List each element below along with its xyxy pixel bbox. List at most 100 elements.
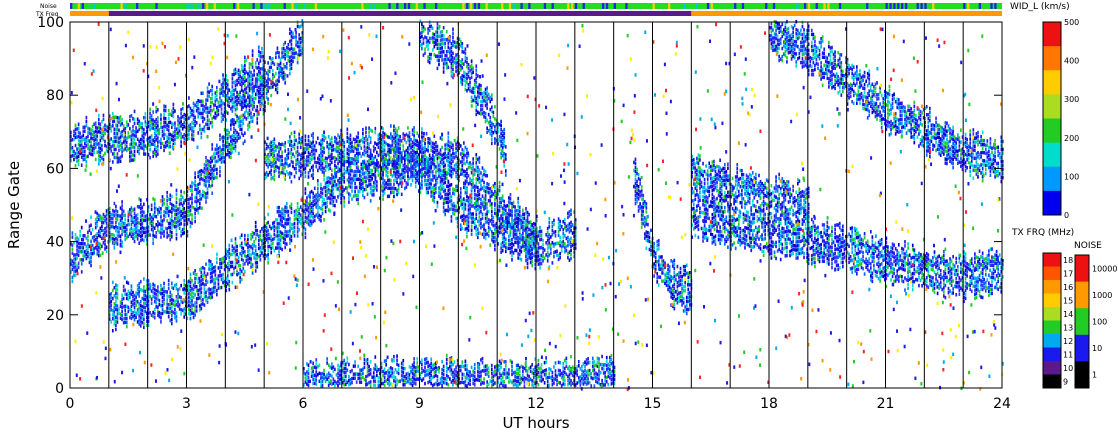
echo-pixel bbox=[391, 143, 394, 147]
echo-pixel bbox=[189, 272, 192, 277]
echo-pixel bbox=[385, 173, 388, 177]
echo-pixel bbox=[250, 78, 252, 83]
echo-pixel bbox=[192, 287, 195, 292]
echo-pixel bbox=[362, 172, 364, 176]
echo-pixel bbox=[248, 86, 251, 90]
echo-pixel bbox=[383, 160, 386, 165]
echo-pixel bbox=[202, 265, 204, 270]
echo-pixel bbox=[268, 170, 271, 175]
echo-pixel bbox=[243, 67, 246, 72]
echo-pixel bbox=[76, 264, 78, 268]
echo-pixel bbox=[562, 231, 565, 236]
echo-pixel bbox=[233, 100, 235, 105]
echo-pixel bbox=[172, 110, 175, 115]
echo-pixel bbox=[257, 242, 260, 247]
echo-pixel bbox=[116, 304, 119, 308]
echo-pixel bbox=[324, 181, 327, 186]
echo-pixel bbox=[368, 134, 370, 138]
echo-pixel bbox=[166, 198, 169, 203]
echo-pixel bbox=[275, 79, 277, 84]
echo-pixel bbox=[135, 134, 137, 138]
echo-pixel bbox=[259, 51, 262, 55]
echo-pixel bbox=[130, 234, 133, 239]
echo-pixel bbox=[206, 94, 209, 98]
echo-pixel bbox=[163, 309, 165, 314]
echo-pixel bbox=[146, 218, 148, 222]
echo-pixel bbox=[557, 217, 560, 221]
echo-pixel bbox=[352, 174, 355, 178]
echo-pixel bbox=[340, 180, 342, 185]
echo-pixel bbox=[570, 224, 572, 229]
echo-pixel bbox=[363, 171, 366, 176]
echo-pixel bbox=[202, 189, 204, 194]
echo-pixel bbox=[568, 214, 571, 218]
echo-pixel bbox=[146, 138, 148, 142]
echo-pixel bbox=[400, 155, 403, 159]
echo-pixel bbox=[540, 261, 543, 266]
echo-pixel bbox=[568, 210, 571, 214]
echo-pixel bbox=[433, 166, 436, 171]
echo-pixel bbox=[254, 224, 257, 229]
echo-pixel bbox=[290, 151, 293, 156]
echo-pixel bbox=[570, 240, 572, 245]
echo-pixel bbox=[174, 311, 176, 316]
echo-pixel bbox=[118, 144, 120, 149]
echo-pixel bbox=[349, 161, 352, 166]
echo-pixel bbox=[264, 152, 266, 156]
echo-pixel bbox=[362, 168, 364, 172]
echo-pixel bbox=[436, 164, 439, 169]
echo-pixel bbox=[209, 104, 212, 109]
echo-pixel bbox=[290, 139, 293, 144]
echo-pixel bbox=[188, 124, 190, 128]
echo-pixel bbox=[74, 261, 77, 265]
echo-pixel bbox=[462, 205, 465, 209]
echo-pixel bbox=[483, 227, 485, 231]
echo-pixel bbox=[334, 203, 336, 208]
echo-pixel bbox=[257, 61, 260, 66]
echo-pixel bbox=[239, 243, 242, 248]
echo-pixel bbox=[355, 169, 358, 174]
echo-pixel bbox=[82, 157, 85, 162]
echo-pixel bbox=[223, 90, 226, 94]
echo-pixel bbox=[85, 160, 88, 164]
echo-pixel bbox=[403, 174, 406, 179]
echo-pixel bbox=[161, 199, 164, 203]
echo-pixel bbox=[76, 252, 78, 256]
echo-pixel bbox=[177, 127, 179, 131]
echo-pixel bbox=[447, 139, 450, 143]
echo-pixel bbox=[532, 237, 535, 241]
echo-pixel bbox=[304, 142, 307, 146]
noise-strip-segment bbox=[838, 3, 842, 9]
echo-pixel bbox=[104, 214, 106, 219]
echo-pixel bbox=[197, 206, 200, 211]
echo-pixel bbox=[330, 156, 333, 161]
echo-pixel bbox=[183, 219, 186, 223]
echo-pixel bbox=[464, 215, 467, 219]
echo-pixel bbox=[229, 139, 232, 143]
echo-pixel bbox=[551, 241, 554, 245]
echo-pixel bbox=[192, 315, 195, 320]
echo-pixel bbox=[456, 148, 459, 152]
echo-pixel bbox=[209, 280, 212, 284]
noise-strip-segment bbox=[695, 3, 698, 9]
echo-pixel bbox=[119, 131, 122, 135]
echo-pixel bbox=[132, 302, 134, 307]
echo-pixel bbox=[377, 133, 380, 137]
echo-pixel bbox=[116, 316, 119, 320]
echo-pixel bbox=[178, 303, 181, 307]
echo-pixel bbox=[273, 149, 276, 154]
echo-pixel bbox=[155, 117, 158, 122]
echo-pixel bbox=[79, 139, 82, 144]
echo-pixel bbox=[116, 209, 119, 214]
echo-pixel bbox=[194, 175, 196, 179]
echo-pixel bbox=[494, 231, 496, 236]
echo-pixel bbox=[323, 150, 325, 155]
echo-pixel bbox=[402, 132, 405, 136]
echo-pixel bbox=[298, 152, 301, 157]
echo-pixel bbox=[79, 131, 82, 136]
noise-strip-segment bbox=[202, 3, 205, 9]
echo-pixel bbox=[411, 132, 414, 136]
echo-pixel bbox=[116, 308, 119, 312]
echo-pixel bbox=[122, 229, 125, 234]
echo-pixel bbox=[80, 237, 83, 242]
